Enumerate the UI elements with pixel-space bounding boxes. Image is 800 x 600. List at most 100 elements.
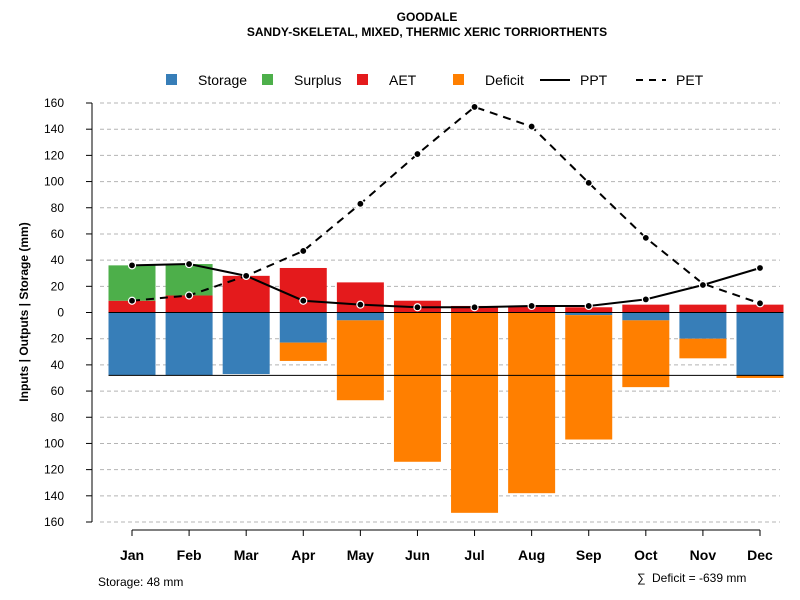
bar-deficit (622, 320, 670, 388)
x-axis: Jan Feb Mar Apr May Jun Jul Aug Sep Oct Nov Dec (120, 529, 773, 563)
x-tick-label: Jul (464, 547, 484, 563)
bar-storage (736, 312, 784, 376)
bar-storage (279, 312, 327, 343)
pet-point (356, 199, 365, 208)
x-tick-label: Oct (634, 547, 658, 563)
pet-point (527, 122, 536, 131)
legend-key-deficit (453, 74, 464, 85)
pet-point (641, 233, 650, 242)
x-tick-label: Feb (177, 547, 202, 563)
x-tick-label: Jun (405, 547, 430, 563)
bar-aet (622, 304, 670, 313)
bar-deficit (336, 320, 384, 401)
y-tick-label: 40 (51, 358, 65, 372)
pet-point (127, 296, 137, 305)
bar-deficit (679, 338, 727, 359)
bar-deficit (393, 312, 441, 462)
ppt-point (299, 296, 308, 305)
y-tick-label: 40 (51, 253, 65, 267)
y-tick-label: 60 (51, 384, 65, 398)
bar-storage (679, 312, 727, 339)
y-tick-label: 140 (44, 489, 64, 503)
bar-storage (222, 312, 270, 375)
ppt-line (131, 263, 761, 309)
legend-label-ppt: PPT (580, 72, 608, 88)
legend-label-deficit: Deficit (485, 72, 524, 88)
bar-storage (165, 312, 213, 376)
pet-point (299, 246, 308, 256)
bar-storage (336, 312, 384, 321)
y-tick-label: 0 (57, 306, 64, 320)
legend-key-surplus (262, 74, 273, 85)
legend-label-storage: Storage (198, 72, 247, 88)
deficit-sum-icon: ∑ (637, 571, 646, 585)
x-tick-label: Sep (576, 547, 602, 563)
y-tick-label: 80 (51, 410, 65, 424)
y-tick-label: 100 (44, 436, 64, 450)
legend-key-aet (357, 74, 368, 85)
bar-storage (108, 312, 156, 376)
ppt-point (755, 263, 765, 273)
pet-point (755, 299, 765, 308)
bar-deficit (565, 315, 613, 440)
y-axis: 160 140 120 100 80 60 40 20 0 20 40 60 80 100 120 140 16… (44, 96, 93, 529)
ppt-point (470, 303, 479, 312)
ppt-point (641, 295, 650, 304)
pet-point (413, 149, 422, 159)
x-tick-label: May (347, 547, 374, 563)
storage-footnote: Storage: 48 mm (98, 575, 183, 589)
y-tick-label: 140 (44, 122, 64, 136)
bar-storage (622, 312, 670, 321)
pet-point (470, 102, 479, 112)
legend-label-pet: PET (676, 72, 704, 88)
pet-point (184, 291, 194, 300)
y-tick-label: 60 (51, 227, 65, 241)
legend-label-aet: AET (389, 72, 417, 88)
x-tick-label: Apr (291, 547, 316, 563)
x-tick-label: Dec (747, 547, 773, 563)
y-tick-label: 160 (44, 96, 64, 110)
ppt-point (356, 300, 365, 309)
y-tick-label: 100 (44, 175, 64, 189)
bar-aet (279, 267, 327, 313)
bar-aet (736, 304, 784, 313)
overlay-lines (108, 102, 784, 376)
bar-storage (565, 312, 613, 316)
y-tick-label: 80 (51, 201, 65, 215)
ppt-point (584, 301, 593, 311)
bar-deficit (451, 312, 499, 513)
bar-aet (108, 300, 156, 313)
ppt-point (527, 301, 536, 311)
ppt-point (698, 280, 708, 290)
bar-aet (679, 304, 727, 313)
x-tick-label: Aug (518, 547, 545, 563)
y-axis-label: Inputs | Outputs | Storage (mm) (17, 222, 31, 401)
deficit-footnote: Deficit = -639 mm (652, 571, 746, 585)
legend-key-storage (166, 74, 177, 85)
ppt-point (242, 271, 251, 280)
legend: Storage Surplus AET Deficit PPT PET (166, 72, 704, 88)
bars (108, 264, 784, 513)
pet-line (131, 105, 761, 305)
bar-aet (165, 295, 213, 313)
y-tick-label: 120 (44, 463, 64, 477)
chart-subtitle: SANDY-SKELETAL, MIXED, THERMIC XERIC TOR… (247, 25, 607, 39)
y-tick-label: 20 (51, 279, 65, 293)
ppt-point (413, 303, 422, 312)
pet-point (584, 178, 593, 187)
bar-deficit (736, 375, 784, 378)
y-tick-label: 120 (44, 148, 64, 162)
x-tick-label: Mar (234, 547, 259, 563)
bar-deficit (508, 312, 556, 494)
bar-deficit (279, 342, 327, 361)
ppt-point (127, 261, 137, 270)
x-tick-label: Jan (120, 547, 144, 563)
legend-label-surplus: Surplus (294, 72, 341, 88)
chart-title: GOODALE (397, 10, 458, 24)
y-tick-label: 20 (51, 332, 65, 346)
y-tick-label: 160 (44, 515, 64, 529)
x-tick-label: Nov (690, 547, 717, 563)
ppt-point (184, 259, 194, 269)
bar-surplus (108, 265, 156, 301)
